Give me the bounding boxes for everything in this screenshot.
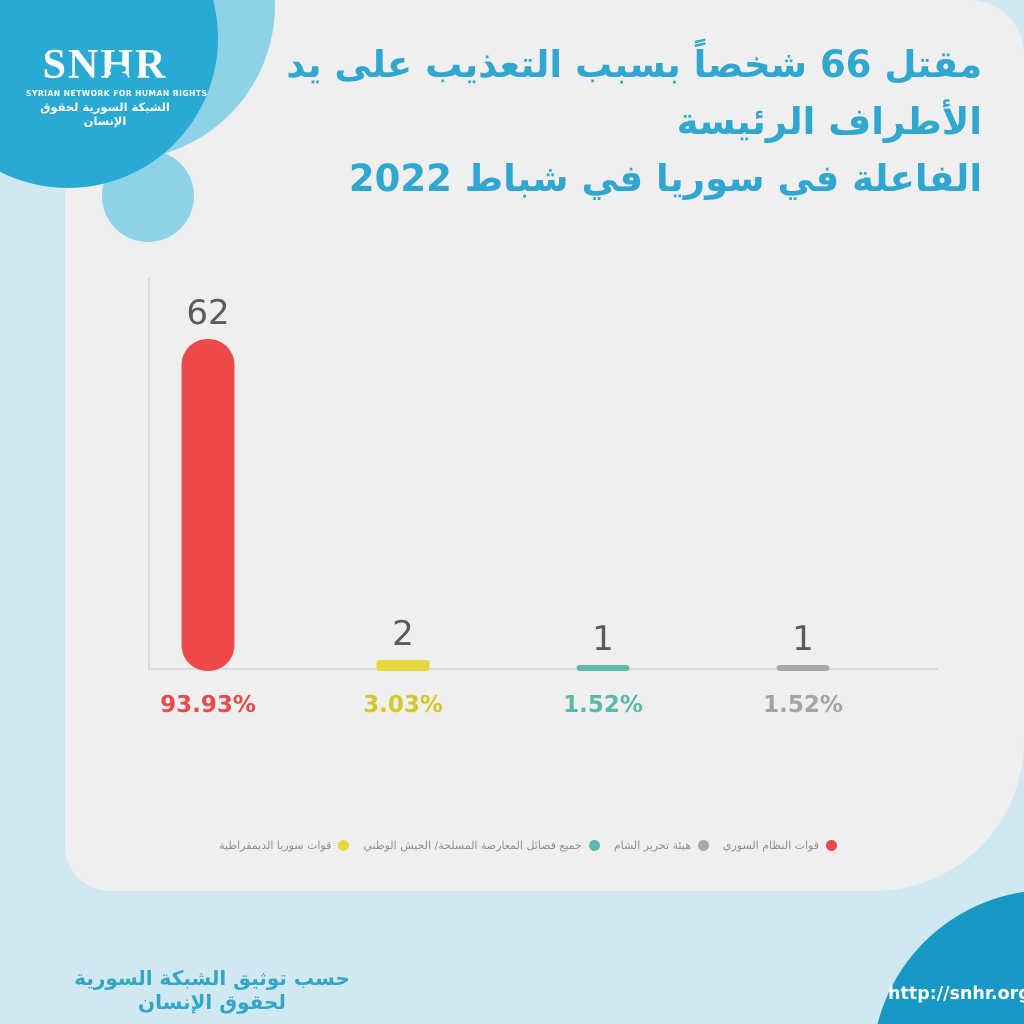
bar-value-label: 1 — [792, 619, 814, 659]
person-glyph — [108, 68, 117, 81]
legend-item: هيئة تحرير الشام — [614, 839, 709, 852]
bar — [181, 339, 235, 671]
chart-title-line1: مقتل 66 شخصاً بسبب التعذيب على يد الأطرا… — [286, 43, 982, 143]
logo-name-ar: الشبكة السورية لحقوق الإنسان — [40, 100, 170, 128]
legend-dot — [338, 840, 350, 851]
logo-name-en: SYRIAN NETWORK FOR HUMAN RIGHTS — [26, 89, 208, 98]
people-icon — [106, 61, 140, 81]
legend-label: هيئة تحرير الشام — [613, 839, 691, 852]
chart-title: مقتل 66 شخصاً بسبب التعذيب على يد الأطرا… — [222, 36, 982, 207]
bar-percent-label: 1.52% — [763, 692, 843, 718]
person-glyph — [118, 66, 128, 81]
bar — [776, 665, 830, 671]
legend-item: جميع فصائل المعارضة المسلحة/ الجيش الوطن… — [363, 839, 600, 852]
legend-item: قوات سوريا الديمقراطية — [219, 839, 350, 852]
legend-label: قوات النظام السوري — [722, 839, 819, 852]
legend-label: جميع فصائل المعارضة المسلحة/ الجيش الوطن… — [363, 839, 582, 852]
bar-value-label: 1 — [592, 619, 614, 659]
snhr-logo: SNHR SYRIAN NETWORK FOR HUMAN RIGHTS الش… — [26, 44, 208, 128]
bar-percent-label: 93.93% — [160, 692, 256, 718]
legend-label: قوات سوريا الديمقراطية — [219, 839, 332, 852]
bar-value-label: 62 — [186, 293, 230, 333]
chart-title-line2: الفاعلة في سوريا في شباط 2022 — [348, 157, 982, 200]
logo-acronym-text: SNHR — [42, 42, 168, 88]
bar-group: 1 1.52% — [563, 619, 643, 718]
person-glyph — [129, 68, 138, 81]
bar-percent-label: 1.52% — [563, 692, 643, 718]
footer-attribution: حسب توثيق الشبكة السورية لحقوق الإنسان — [74, 966, 350, 1014]
legend-dot — [697, 840, 709, 851]
bar-value-label: 2 — [392, 614, 414, 654]
bar — [576, 665, 630, 671]
plot-area: 62 93.93% 2 3.03% 1 1.52% 1 1.52% — [148, 278, 938, 718]
legend-dot — [588, 840, 600, 851]
bar-group: 62 93.93% — [160, 293, 256, 718]
legend-item: قوات النظام السوري — [723, 839, 837, 852]
bar-percent-label: 3.03% — [363, 692, 443, 718]
bar — [376, 660, 430, 671]
logo-acronym: SNHR — [26, 44, 184, 86]
legend-dot — [826, 840, 837, 851]
chart-legend: قوات النظام السوري هيئة تحرير الشام جميع ف… — [219, 839, 837, 852]
bar-group: 2 3.03% — [363, 614, 443, 718]
site-url[interactable]: http://snhr.org — [888, 984, 1024, 1004]
bar-group: 1 1.52% — [763, 619, 843, 718]
